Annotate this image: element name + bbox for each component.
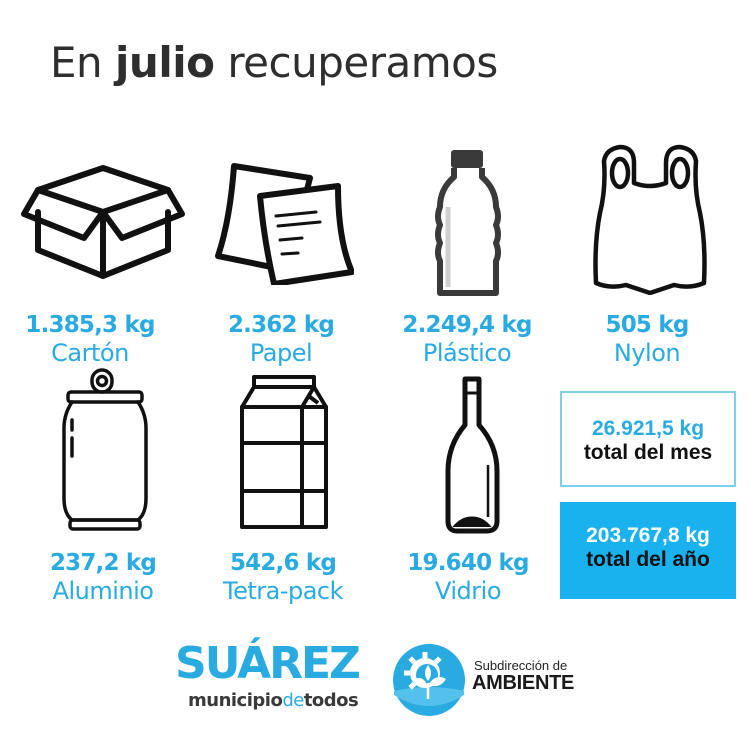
material-label: Nylon [613,339,681,367]
carton-icon [240,375,328,529]
total-year-quantity: 203.767,8 kg [586,524,710,547]
title-prefix: En [50,38,103,87]
ambiente-logo-icon [393,644,465,716]
material-vidrio: 19.640 kg Vidrio [383,549,553,605]
tagline-todos: todos [303,690,359,711]
plastic-bottle-icon [435,150,501,296]
material-quantity: 505 kg [605,312,690,338]
material-label: Plástico [422,339,512,367]
material-label: Cartón [51,339,129,367]
total-year-label: total del año [586,548,710,571]
material-papel: 2.362 kg Papel [196,311,366,367]
agency-subtitle: Subdirección de [474,658,568,673]
material-quantity: 2.249,4 kg [402,312,532,338]
material-quantity: 2.362 kg [227,312,335,338]
material-quantity: 1.385,3 kg [25,312,155,338]
total-year-box: 203.767,8 kg total del año [560,502,736,599]
material-label: Tetra-pack [222,577,344,605]
material-label: Papel [249,339,313,367]
municipio-tagline: municipiodetodos [188,690,359,711]
material-label: Aluminio [52,577,154,605]
tagline-de: de [282,690,304,711]
material-plastico: 2.249,4 kg Plástico [382,311,552,367]
material-label: Vidrio [434,577,502,605]
page-title: En julio recuperamos [50,38,498,87]
material-quantity: 237,2 kg [49,550,157,576]
box-icon [21,165,185,279]
total-month-label: total del mes [583,441,713,464]
total-month-quantity: 26.921,5 kg [591,417,705,440]
plastic-bag-icon [593,144,707,295]
can-icon [62,368,148,531]
material-quantity: 542,6 kg [229,550,337,576]
material-aluminio: 237,2 kg Aluminio [18,549,188,605]
material-carton: 1.385,3 kg Cartón [5,311,175,367]
material-tetra-pack: 542,6 kg Tetra-pack [198,549,368,605]
suarez-logo: SUÁREZ [175,638,361,689]
glass-bottle-icon [445,376,500,534]
title-month: julio [115,38,215,87]
material-quantity: 19.640 kg [407,550,529,576]
material-nylon: 505 kg Nylon [562,311,732,367]
title-suffix: recuperamos [227,38,498,87]
agency-title: AMBIENTE [472,672,575,694]
tagline-municipio: municipio [188,690,283,711]
paper-icon [215,163,354,285]
total-month-box: 26.921,5 kg total del mes [560,391,736,487]
